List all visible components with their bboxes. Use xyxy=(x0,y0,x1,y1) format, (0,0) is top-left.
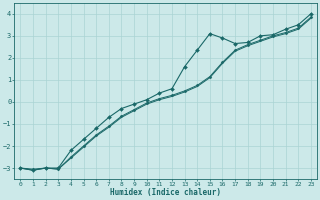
X-axis label: Humidex (Indice chaleur): Humidex (Indice chaleur) xyxy=(110,188,221,197)
